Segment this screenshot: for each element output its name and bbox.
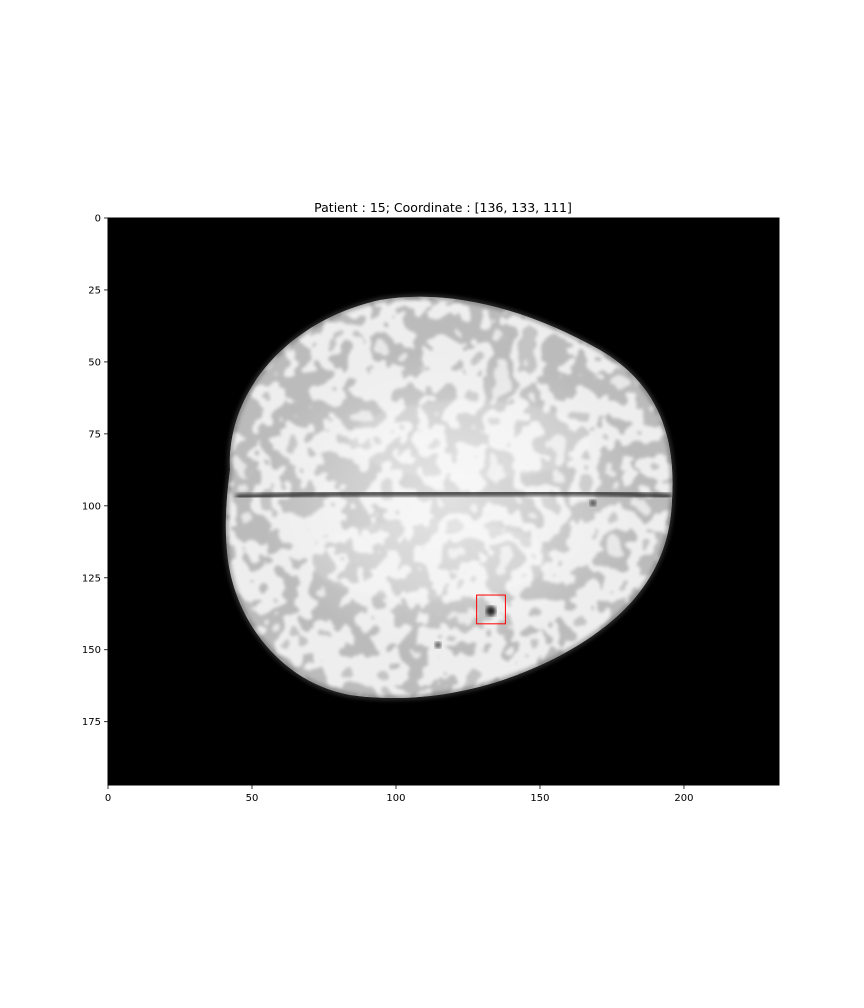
y-axis-ticks: 0 25 50 75 100 125 150 175 [82, 214, 108, 728]
y-tick-label: 100 [82, 501, 101, 512]
image-axes: 0 50 100 150 200 0 25 50 75 100 125 150 175 [82, 214, 780, 804]
x-tick-label: 150 [530, 793, 549, 804]
y-tick-label: 0 [95, 214, 101, 225]
x-axis-ticks: 0 50 100 150 200 [105, 785, 694, 804]
y-tick-label: 125 [82, 573, 101, 584]
axes-frame [107, 217, 780, 786]
figure-title: Patient : 15; Coordinate : [136, 133, 11… [314, 200, 572, 215]
x-tick-label: 50 [246, 793, 259, 804]
x-tick-label: 100 [386, 793, 405, 804]
x-tick-label: 0 [105, 793, 111, 804]
y-tick-label: 150 [82, 645, 101, 656]
y-tick-label: 75 [88, 429, 101, 440]
x-tick-label: 200 [674, 793, 693, 804]
roi-bounding-box [476, 594, 506, 625]
y-tick-label: 50 [88, 357, 101, 368]
y-tick-label: 175 [82, 717, 101, 728]
brain-slice [225, 296, 673, 698]
y-tick-label: 25 [88, 285, 101, 296]
